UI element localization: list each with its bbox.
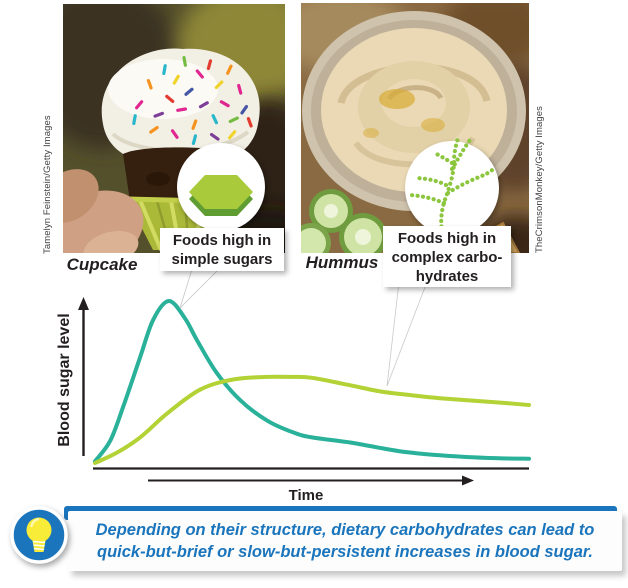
callout-line: simple sugars (171, 251, 273, 268)
x-axis (93, 467, 529, 486)
complex-carb-icon-circle (405, 141, 499, 235)
y-axis-label: Blood sugar level (56, 313, 73, 447)
y-axis (78, 297, 89, 456)
hand-fingers (63, 169, 144, 253)
complex-carbs-curve (93, 374, 531, 465)
caption-text: quick-but-brief or slow-but-persistent i… (97, 543, 593, 561)
caption-box: Depending on their structure, dietary ca… (68, 511, 622, 571)
callout-line: hydrates (415, 268, 479, 285)
callout-line: Foods high in (172, 232, 272, 249)
photo-credit-left: Tamelyn Feinstein/Getty Images (42, 115, 53, 254)
lightbulb-icon (8, 504, 70, 566)
simple-sugars-callout: Foods high in simple sugars (160, 228, 284, 271)
x-axis-label: Time (288, 487, 324, 504)
callout-line: Foods high in (397, 230, 497, 247)
photo-credit-right: TheCrimsonMonkey/Getty Images (534, 105, 545, 253)
hexagon-monosaccharide-icon (185, 166, 257, 225)
simple-sugars-curve (93, 299, 531, 464)
caption-text: Depending on their structure, dietary ca… (95, 521, 595, 539)
complex-callout-tail (386, 281, 428, 387)
callout-line: complex carbo- (391, 249, 503, 266)
branched-polysaccharide-icon (402, 133, 500, 238)
sprinkles (132, 55, 253, 153)
cucumber-slices (301, 189, 387, 253)
complex-carbs-callout: Foods high in complex carbo- hydrates (383, 226, 511, 287)
hummus-label: Hummus (305, 253, 379, 272)
cupcake-label: Cupcake (66, 255, 138, 274)
simple-callout-tail (179, 265, 223, 309)
